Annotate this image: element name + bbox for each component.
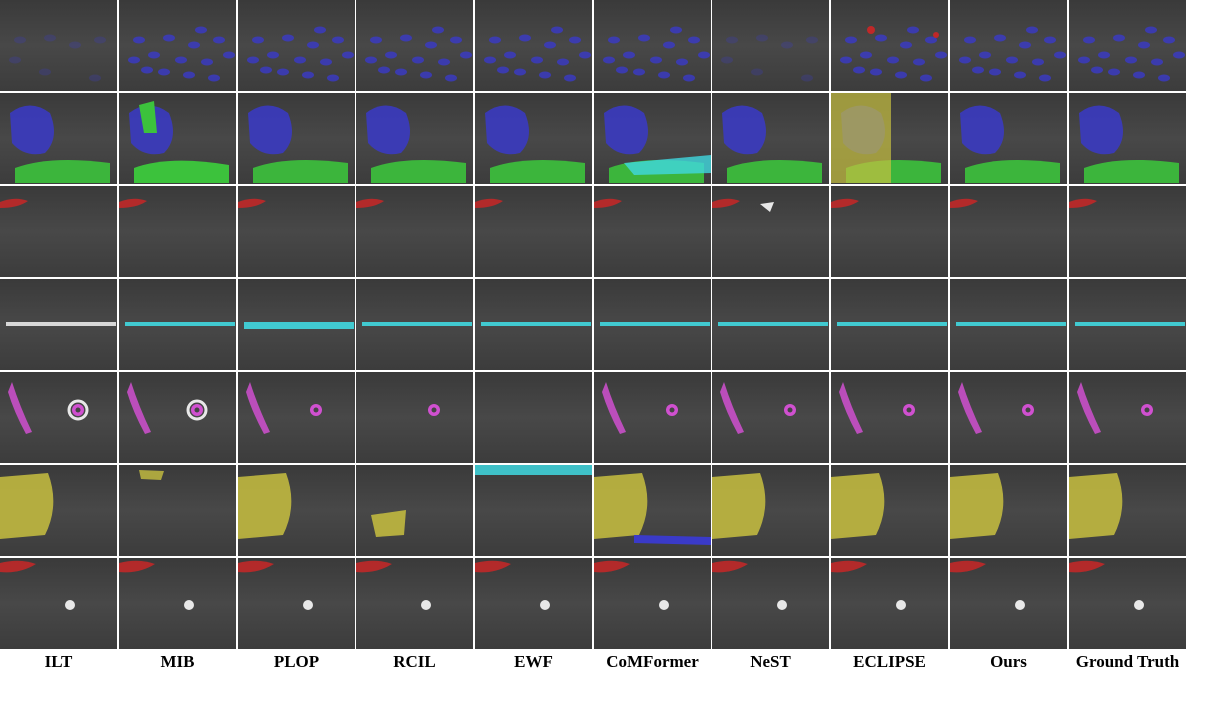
- image-cell-row-two-regions: [119, 93, 236, 184]
- image-cell-row-red-mark: [712, 186, 829, 277]
- image-cell-row-two-regions: [712, 93, 829, 184]
- method-label: RCIL: [393, 652, 436, 671]
- image-cell-rows-blobs: [238, 0, 355, 91]
- image-cell-row-cyan-line: [119, 279, 236, 370]
- image-cell-row-two-regions: [1069, 93, 1186, 184]
- image-cell-row-red-dot: [475, 558, 592, 649]
- image-cell-rows-blobs: [475, 0, 592, 91]
- image-cell-row-magenta: [356, 372, 473, 463]
- method-label: ILT: [44, 652, 73, 671]
- column-ground-truth: [1069, 0, 1186, 650]
- image-cell-row-yellow: [475, 465, 592, 556]
- image-cell-row-red-dot: [1069, 558, 1186, 649]
- image-cell-row-yellow: [594, 465, 711, 556]
- image-cell-row-two-regions: [475, 93, 592, 184]
- column-comformer: [594, 0, 711, 650]
- image-cell-row-two-regions: [238, 93, 355, 184]
- image-cell-row-cyan-line: [238, 279, 355, 370]
- image-cell-row-two-regions: [0, 93, 117, 184]
- method-label: Ours: [990, 652, 1027, 671]
- image-cell-row-cyan-line: [0, 279, 117, 370]
- image-cell-rows-blobs: [356, 0, 473, 91]
- comparison-grid: [0, 0, 1186, 650]
- column-ilt: [0, 0, 117, 650]
- image-cell-row-red-dot: [712, 558, 829, 649]
- image-cell-row-yellow: [0, 465, 117, 556]
- image-cell-row-cyan-line: [594, 279, 711, 370]
- image-cell-row-magenta: [594, 372, 711, 463]
- column-plop: [238, 0, 355, 650]
- image-cell-row-magenta: [475, 372, 592, 463]
- image-cell-row-yellow: [356, 465, 473, 556]
- image-cell-row-red-dot: [119, 558, 236, 649]
- column-ewf: [475, 0, 592, 650]
- image-cell-rows-blobs: [1069, 0, 1186, 91]
- image-cell-row-magenta: [1069, 372, 1186, 463]
- image-cell-rows-blobs: [119, 0, 236, 91]
- image-cell-row-cyan-line: [831, 279, 948, 370]
- image-cell-row-two-regions: [950, 93, 1067, 184]
- image-cell-row-magenta: [831, 372, 948, 463]
- image-cell-row-red-dot: [238, 558, 355, 649]
- image-cell-row-red-dot: [950, 558, 1067, 649]
- image-cell-row-cyan-line: [1069, 279, 1186, 370]
- image-cell-row-red-mark: [475, 186, 592, 277]
- image-cell-row-yellow: [950, 465, 1067, 556]
- image-cell-row-cyan-line: [712, 279, 829, 370]
- image-cell-row-cyan-line: [475, 279, 592, 370]
- image-cell-row-yellow: [119, 465, 236, 556]
- image-cell-row-red-dot: [356, 558, 473, 649]
- image-cell-rows-blobs: [0, 0, 117, 91]
- image-cell-row-magenta: [950, 372, 1067, 463]
- method-label: NeST: [750, 652, 791, 671]
- image-cell-rows-blobs: [950, 0, 1067, 91]
- image-cell-row-yellow: [1069, 465, 1186, 556]
- image-cell-rows-blobs: [712, 0, 829, 91]
- image-cell-row-magenta: [119, 372, 236, 463]
- image-cell-row-red-mark: [0, 186, 117, 277]
- image-cell-row-yellow: [238, 465, 355, 556]
- method-label: EWF: [514, 652, 553, 671]
- method-label: MIB: [160, 652, 195, 671]
- image-cell-row-two-regions: [356, 93, 473, 184]
- image-cell-row-red-mark: [356, 186, 473, 277]
- image-cell-row-red-dot: [594, 558, 711, 649]
- image-cell-row-red-mark: [831, 186, 948, 277]
- image-cell-row-red-dot: [0, 558, 117, 649]
- image-cell-row-magenta: [712, 372, 829, 463]
- image-cell-row-two-regions: [831, 93, 948, 184]
- column-mib: [119, 0, 236, 650]
- image-cell-row-cyan-line: [950, 279, 1067, 370]
- image-cell-row-yellow: [831, 465, 948, 556]
- method-labels: ILT MIB PLOP RCIL EWF CoMFormer NeST ECLIPSE Our…: [0, 652, 1186, 678]
- image-cell-row-red-mark: [1069, 186, 1186, 277]
- method-label: ECLIPSE: [853, 652, 926, 671]
- image-cell-rows-blobs: [831, 0, 948, 91]
- image-cell-row-magenta: [0, 372, 117, 463]
- image-cell-row-yellow: [712, 465, 829, 556]
- column-nest: [712, 0, 829, 650]
- image-cell-row-red-mark: [594, 186, 711, 277]
- method-label: Ground Truth: [1075, 652, 1180, 671]
- image-cell-row-red-mark: [950, 186, 1067, 277]
- image-cell-row-magenta: [238, 372, 355, 463]
- image-cell-row-red-mark: [238, 186, 355, 277]
- image-cell-row-red-mark: [119, 186, 236, 277]
- image-cell-rows-blobs: [594, 0, 711, 91]
- image-cell-row-cyan-line: [356, 279, 473, 370]
- column-ours: [950, 0, 1067, 650]
- image-cell-row-red-dot: [831, 558, 948, 649]
- column-rcil: [356, 0, 473, 650]
- method-label: CoMFormer: [606, 652, 699, 671]
- image-cell-row-two-regions: [594, 93, 711, 184]
- method-label: PLOP: [273, 652, 320, 671]
- column-eclipse: [831, 0, 948, 650]
